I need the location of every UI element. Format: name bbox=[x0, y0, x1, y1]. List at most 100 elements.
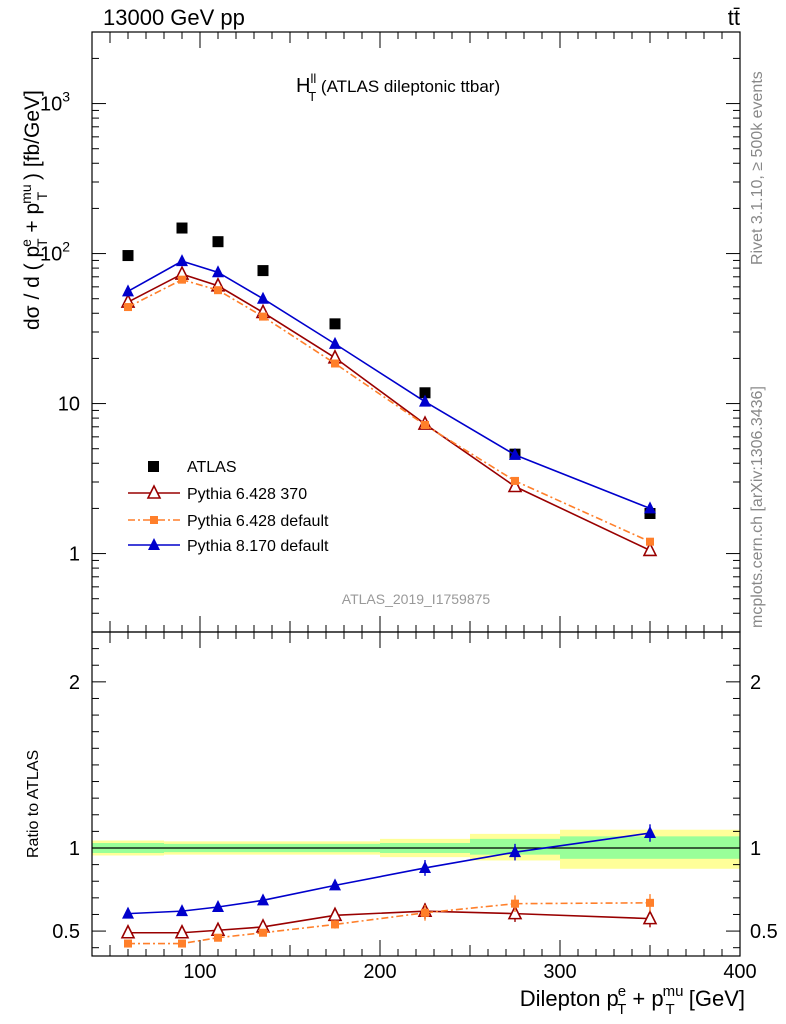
main-point-p6-370 bbox=[642, 541, 658, 557]
energy-label: 13000 GeV pp bbox=[103, 5, 245, 30]
main-point-p6-default bbox=[421, 420, 429, 429]
ratio-y-tick-label-right: 0.5 bbox=[750, 921, 778, 943]
legend-label-atlas: ATLAS bbox=[187, 459, 237, 476]
ratio-panel-frame bbox=[91, 631, 741, 957]
main-point-atlas bbox=[122, 250, 134, 262]
ratio-point-p8 bbox=[212, 899, 224, 912]
ratio-y-axis-label: Ratio to ATLAS bbox=[25, 750, 42, 858]
legend-marker-atlas bbox=[148, 461, 159, 472]
main-point-p8 bbox=[122, 284, 134, 297]
legend-label-p8: Pythia 8.170 default bbox=[187, 538, 329, 555]
legend-label-p6-default: Pythia 6.428 default bbox=[187, 513, 329, 530]
ratio-point-p8 bbox=[509, 845, 521, 858]
ratio-y-tick-label-right: 1 bbox=[750, 838, 761, 860]
ratio-point-p6-default bbox=[331, 920, 339, 929]
main-point-p8 bbox=[644, 501, 656, 514]
ratio-line-p6-default bbox=[128, 902, 651, 945]
ratio-y-tick-label-left: 1 bbox=[69, 838, 80, 860]
x-tick-label: 300 bbox=[543, 961, 576, 983]
legend-marker-p6-370 bbox=[146, 484, 162, 499]
ratio-line-p8 bbox=[127, 832, 651, 915]
ratio-y-tick-label-left: 0.5 bbox=[52, 921, 80, 943]
ratio-point-p6-370 bbox=[327, 906, 343, 922]
plot-title: Hll T (ATLAS dileptonic ttbar) bbox=[296, 71, 500, 104]
ratio-axis-ticks: 0.5 0.5 1 1 2 2 100 200 300 400 bbox=[52, 632, 778, 983]
main-point-atlas bbox=[176, 222, 188, 234]
ratio-series-layer bbox=[120, 824, 658, 948]
rivet-label: Rivet 3.1.10, ≥ 500k events bbox=[749, 71, 766, 265]
ratio-point-p6-default bbox=[178, 939, 186, 948]
title-sup: ll bbox=[310, 71, 316, 86]
title-sub: T bbox=[308, 89, 316, 104]
main-point-p6-default bbox=[124, 303, 132, 312]
ratio-uncertainty-bands bbox=[92, 829, 740, 869]
title-suffix: (ATLAS dileptonic ttbar) bbox=[316, 77, 500, 96]
legend: ATLAS Pythia 6.428 370 Pythia 6.428 defa… bbox=[128, 459, 329, 555]
x-tick-label: 400 bbox=[723, 961, 756, 983]
legend-marker-p6-default bbox=[150, 516, 158, 524]
legend-label-p6-370: Pythia 6.428 370 bbox=[187, 486, 307, 503]
main-point-p6-default bbox=[511, 476, 519, 485]
main-point-p6-default bbox=[331, 359, 339, 368]
main-point-p8 bbox=[329, 336, 341, 349]
main-line-p8 bbox=[127, 260, 651, 510]
legend-marker-p8 bbox=[148, 538, 160, 550]
legend-entry-p6-370: Pythia 6.428 370 bbox=[128, 484, 307, 503]
main-y-tick-label: 1 bbox=[69, 544, 80, 566]
x-tick-label: 100 bbox=[183, 961, 216, 983]
ratio-point-p6-default bbox=[124, 939, 132, 948]
main-point-atlas bbox=[212, 236, 224, 248]
mcplots-label: mcplots.cern.ch [arXiv:1306.3436] bbox=[749, 386, 766, 628]
ratio-point-p6-370 bbox=[120, 923, 136, 939]
main-axis-ticks: 1 10 102 103 bbox=[40, 31, 741, 633]
main-point-atlas bbox=[419, 387, 431, 399]
legend-entry-atlas: ATLAS bbox=[148, 459, 237, 476]
ratio-y-tick-label-right: 2 bbox=[750, 672, 761, 694]
process-label: tt̄ bbox=[728, 5, 740, 30]
main-point-p8 bbox=[509, 447, 521, 460]
svg-text:Dilepton peT + pmuT [GeV]: Dilepton pe T + pmu T [GeV] bbox=[520, 983, 745, 1018]
ratio-y-tick-label-left: 2 bbox=[69, 672, 80, 694]
main-series-layer bbox=[120, 222, 658, 557]
x-tick-label: 200 bbox=[363, 961, 396, 983]
ratio-point-p6-default bbox=[259, 928, 267, 937]
legend-entry-p8: Pythia 8.170 default bbox=[128, 538, 329, 555]
ratio-point-p6-default bbox=[214, 933, 222, 942]
ratio-point-p6-default bbox=[646, 898, 654, 907]
main-point-p6-370 bbox=[507, 477, 523, 493]
ratio-point-p6-370 bbox=[507, 904, 523, 920]
main-line-p6-370 bbox=[127, 273, 651, 552]
main-point-atlas bbox=[257, 265, 269, 277]
ratio-point-p6-default bbox=[511, 899, 519, 908]
ratio-point-p8 bbox=[419, 860, 431, 873]
main-point-atlas bbox=[644, 507, 656, 519]
ratio-point-p6-370 bbox=[642, 909, 658, 925]
ratio-point-p8 bbox=[644, 826, 656, 839]
main-point-p8 bbox=[212, 265, 224, 278]
main-y-axis-label: dσ / d ( peT + pmuT ) [fb/GeV] bbox=[18, 90, 50, 330]
main-y-tick-label: 10 bbox=[58, 394, 80, 416]
legend-entry-p6-default: Pythia 6.428 default bbox=[128, 513, 329, 530]
ratio-point-p8 bbox=[257, 893, 269, 906]
ratio-point-p8 bbox=[122, 906, 134, 919]
analysis-id: ATLAS_2019_I1759875 bbox=[342, 591, 491, 607]
ratio-point-p6-370 bbox=[174, 923, 190, 939]
main-point-atlas bbox=[329, 318, 341, 330]
ratio-line-p6-370 bbox=[128, 910, 651, 934]
ratio-point-p8 bbox=[176, 904, 188, 917]
title-main: H bbox=[296, 75, 310, 97]
main-point-p6-default bbox=[259, 312, 267, 321]
main-point-p6-default bbox=[214, 286, 222, 295]
main-point-p8 bbox=[176, 254, 188, 267]
ratio-point-p6-default bbox=[421, 908, 429, 917]
x-axis-label: Dilepton pe T + pmu T [GeV] bbox=[520, 983, 745, 1018]
svg-text:dσ / d ( peT + pmuT ) [fb/GeV]: dσ / d ( peT + pmuT ) [fb/GeV] bbox=[18, 90, 50, 330]
main-point-p6-default bbox=[646, 537, 654, 546]
main-point-p8 bbox=[257, 291, 269, 304]
main-point-p6-default bbox=[178, 275, 186, 284]
ratio-point-p8 bbox=[329, 878, 341, 891]
main-point-p8 bbox=[419, 394, 431, 407]
main-y-tick-label: 102 bbox=[40, 239, 70, 266]
